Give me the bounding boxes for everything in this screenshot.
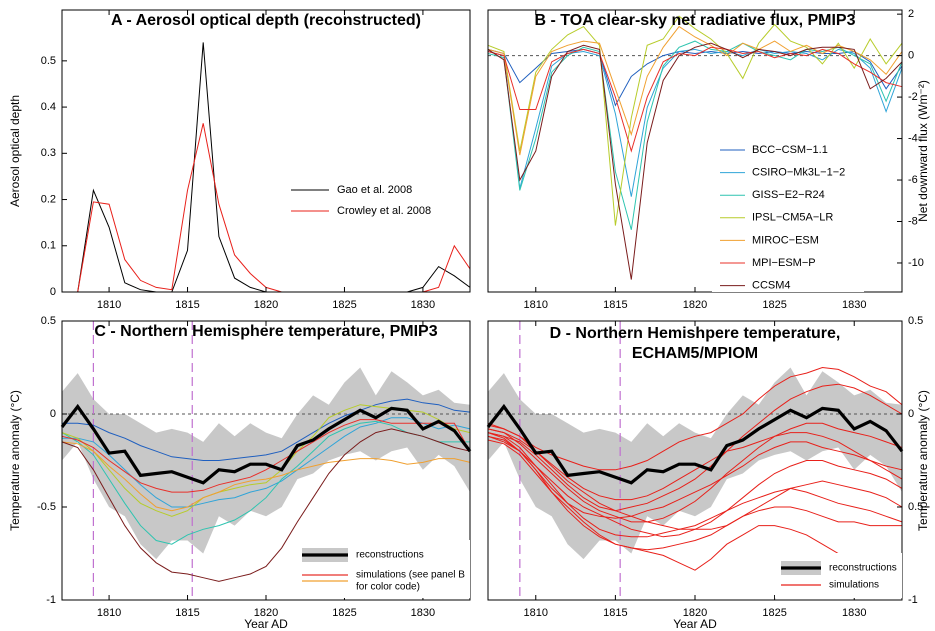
x-tick-label: 1820: [683, 607, 707, 619]
series-line: [62, 398, 471, 461]
y-tick-label: -10: [908, 257, 924, 269]
legend-box: [775, 553, 902, 598]
x-tick-label: 1830: [842, 299, 866, 311]
legend-label: for color code): [356, 582, 420, 593]
legend-label: reconstructions: [356, 550, 424, 561]
y-tick-label: 0: [908, 50, 914, 62]
reconstruction-line: [486, 403, 904, 485]
y-tick-label: -6: [908, 174, 918, 186]
x-tick-label: 1810: [524, 299, 548, 311]
x-tick-label: 1825: [762, 299, 786, 311]
legend-label: MIROC−ESM: [752, 234, 819, 246]
y-tick-label: 2: [908, 8, 914, 20]
series-line: [61, 420, 470, 545]
series-line: [487, 435, 903, 519]
x-tick-label: 1830: [411, 607, 435, 619]
legend-label: CSIRO−Mk3L−1−2: [752, 167, 845, 179]
y-axis-label: Temperature anomaly (°C): [8, 390, 22, 531]
y-tick-label: 0.3: [41, 147, 56, 159]
legend-label: MPI−ESM−P: [752, 257, 816, 269]
y-tick-label: 0.4: [41, 101, 56, 113]
series-line: [487, 48, 903, 197]
y-tick-label: 0.5: [908, 501, 923, 513]
y-tick-label: -1: [908, 594, 918, 606]
panel-title: ECHAM5/MPIOM: [632, 345, 758, 362]
legend-label: simulations (see panel B: [356, 570, 465, 581]
y-tick-label: 0.5: [41, 315, 56, 327]
y-tick-label: 0.5: [908, 315, 923, 327]
y-tick-label: 0: [50, 286, 56, 298]
y-tick-label: -8: [908, 215, 918, 227]
legend-box: [712, 138, 864, 292]
y-axis-label: Aerosol optical depth: [8, 95, 22, 207]
x-tick-label: 1815: [603, 299, 627, 311]
series-line: [61, 419, 471, 493]
y-tick-label: 0.5: [41, 55, 56, 67]
legend-box: [283, 178, 461, 224]
x-tick-label: 1820: [254, 299, 278, 311]
x-tick-label: 1810: [97, 299, 121, 311]
series-line: [487, 48, 903, 107]
series-line: [61, 441, 471, 512]
series-line: [487, 432, 903, 538]
series-line: [487, 428, 903, 501]
x-tick-label: 1810: [97, 607, 121, 619]
panel-title: B - TOA clear-sky net radiative flux, PM…: [535, 12, 856, 29]
panel-title: A - Aerosol optical depth (reconstructed…: [111, 12, 421, 29]
series-line: [487, 40, 903, 230]
y-tick-label: 0: [50, 408, 56, 420]
legend-label: BCC−CSM−1.1: [752, 144, 828, 156]
y-tick-label: 0.1: [41, 240, 56, 252]
x-tick-label: 1830: [842, 607, 866, 619]
y-tick-label: -2: [908, 91, 918, 103]
x-tick-label: 1825: [332, 299, 356, 311]
x-tick-label: 1815: [175, 607, 199, 619]
x-tick-label: 1825: [762, 607, 786, 619]
series-line: [487, 439, 902, 551]
legend-label: Crowley et al. 2008: [337, 205, 431, 217]
series-line: [487, 46, 903, 153]
legend-label: reconstructions: [829, 563, 897, 574]
y-tick-label: -0.5: [37, 501, 56, 513]
x-tick-label: 1820: [683, 299, 707, 311]
x-tick-label: 1815: [175, 299, 199, 311]
y-tick-label: 0: [908, 408, 914, 420]
x-tick-label: 1815: [603, 607, 627, 619]
y-tick-label: -1: [46, 594, 56, 606]
series-line: [487, 25, 903, 156]
panel-title: C - Northern Hemisphere temperature, PMI…: [94, 323, 437, 340]
y-axis-label: Net downward flux (Wm⁻²): [916, 80, 930, 222]
series-line: [487, 383, 903, 512]
series-line: [487, 15, 903, 226]
legend-label: CCSM4: [752, 280, 791, 292]
y-tick-label: -4: [908, 132, 918, 144]
series-line: [487, 422, 903, 523]
series-line: [487, 424, 903, 530]
x-axis-label: Year AD: [244, 617, 288, 631]
x-tick-label: 1810: [524, 607, 548, 619]
series-line: [61, 428, 471, 582]
y-axis-label: Temperature anomaly (°C): [916, 390, 930, 531]
legend-label: Gao et al. 2008: [337, 184, 412, 196]
panel-title: D - Northern Hemishpere temperature,: [550, 325, 841, 342]
reconstruction-line: [60, 403, 472, 485]
legend-label: IPSL−CM5A−LR: [752, 212, 833, 224]
series-line: [62, 417, 471, 508]
x-tick-label: 1820: [254, 607, 278, 619]
legend-label: GISS−E2−R24: [752, 189, 825, 201]
x-axis-label: Year AD: [673, 617, 717, 631]
series-line: [487, 42, 903, 280]
series-line: [487, 432, 903, 573]
y-tick-label: 0.2: [41, 193, 56, 205]
x-tick-label: 1825: [332, 607, 356, 619]
x-tick-label: 1830: [411, 299, 435, 311]
legend-label: simulations: [829, 580, 879, 591]
plot-area: [62, 10, 470, 292]
